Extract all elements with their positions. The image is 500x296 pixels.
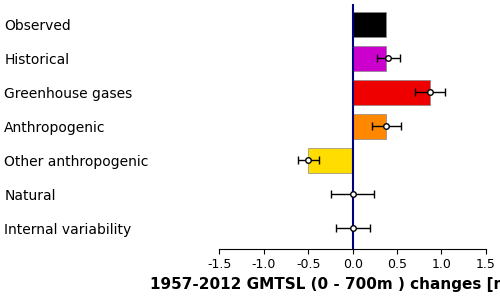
Bar [352, 114, 386, 139]
X-axis label: 1957-2012 GMTSL (0 - 700m ) changes [mm/yr]: 1957-2012 GMTSL (0 - 700m ) changes [mm/… [150, 277, 500, 292]
Bar [308, 148, 352, 173]
Bar [352, 46, 386, 71]
Bar [352, 12, 386, 37]
Bar [352, 80, 430, 105]
